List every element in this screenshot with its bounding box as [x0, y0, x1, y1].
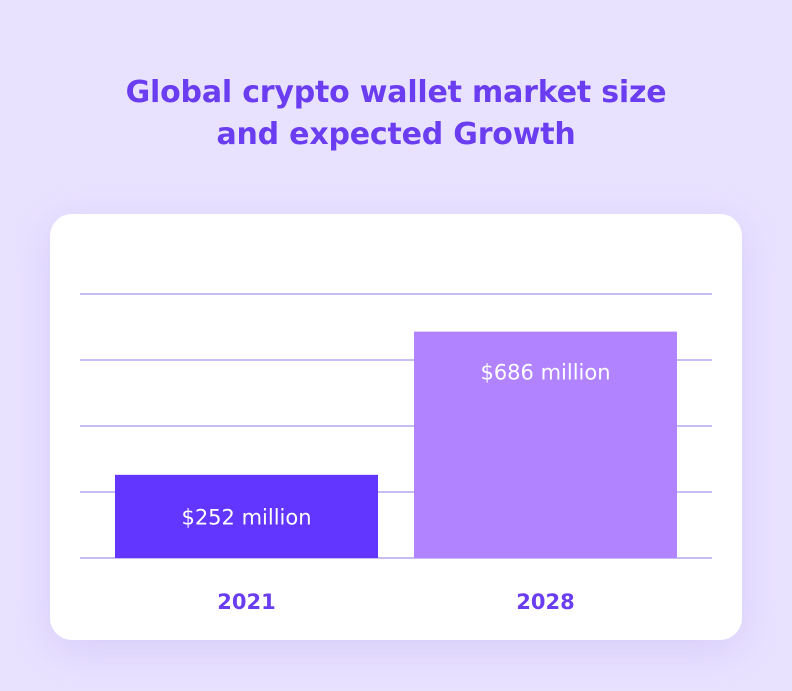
- bar-2028: [414, 331, 677, 558]
- bar-value-label-2021: $252 million: [181, 505, 311, 529]
- chart-title: Global crypto wallet market size and exp…: [0, 72, 792, 156]
- bar-value-label-2028: $686 million: [480, 361, 610, 385]
- category-label-2028: 2028: [516, 590, 574, 614]
- bar-2021: [115, 474, 378, 558]
- chart-title-line-1: Global crypto wallet market size: [125, 75, 667, 110]
- category-label-2021: 2021: [217, 590, 275, 614]
- chart-title-line-2: and expected Growth: [216, 117, 576, 152]
